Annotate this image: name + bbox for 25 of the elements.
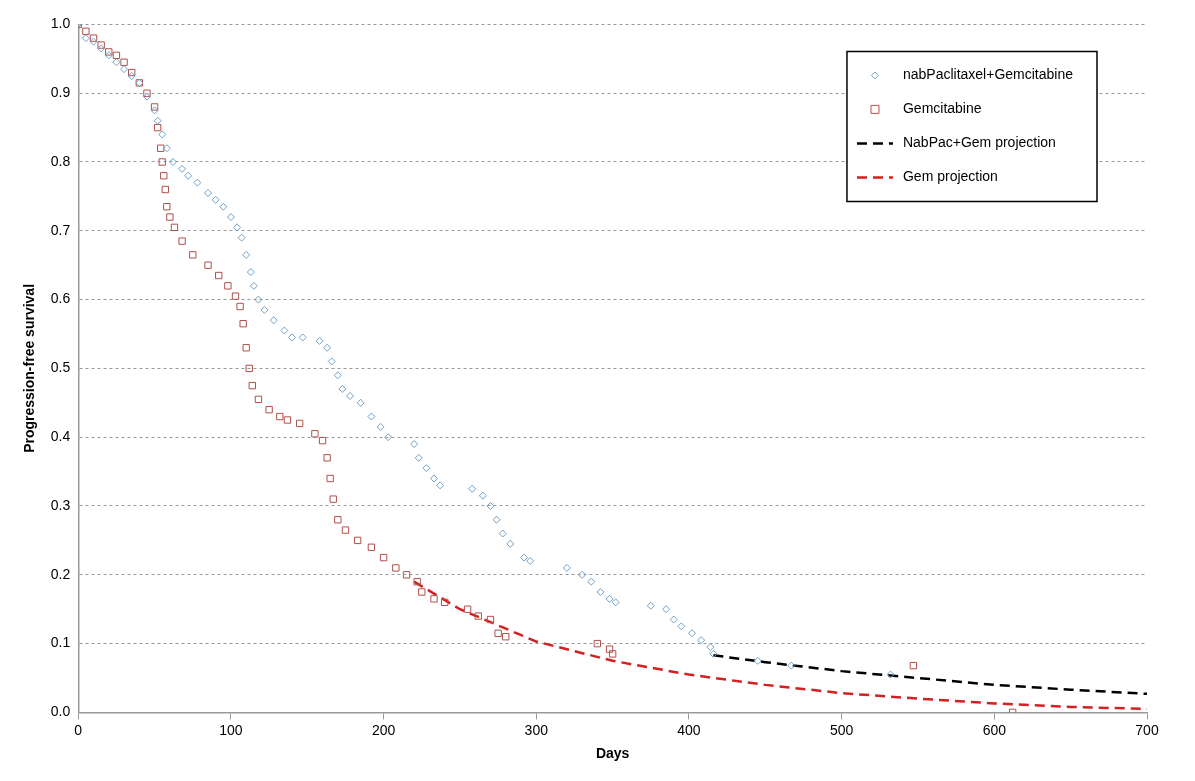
x-tick-label: 700 (1135, 721, 1159, 738)
y-tick-label: 0.0 (50, 703, 71, 720)
y-tick-label: 0.2 (50, 565, 71, 582)
y-tick-label: 0.6 (50, 290, 71, 307)
x-tick-label: 500 (829, 721, 854, 738)
y-tick-label: 0.9 (50, 84, 71, 101)
y-tick-label: 0.8 (50, 152, 71, 169)
legend-label: Gemcitabine (902, 100, 982, 117)
legend-label: NabPac+Gem projection (902, 134, 1056, 151)
y-tick-label: 0.4 (50, 428, 71, 445)
x-tick-label: 400 (677, 721, 701, 738)
x-axis-title: Days (595, 745, 630, 762)
x-tick-label: 0 (74, 721, 83, 738)
legend-label: nabPaclitaxel+Gemcitabine (902, 66, 1074, 83)
y-axis-title: Progression-free survival (21, 283, 38, 453)
y-tick-label: 0.1 (50, 634, 71, 651)
x-tick-label: 300 (524, 721, 549, 738)
y-tick-label: 0.3 (50, 496, 71, 513)
x-tick-label: 200 (371, 721, 396, 738)
x-tick-label: 600 (982, 721, 1007, 738)
x-tick-label: 100 (219, 721, 243, 738)
y-tick-label: 0.7 (50, 221, 71, 238)
legend-label: Gem projection (902, 168, 998, 185)
y-tick-label: 0.5 (50, 359, 71, 376)
y-tick-label: 1.0 (50, 15, 71, 32)
